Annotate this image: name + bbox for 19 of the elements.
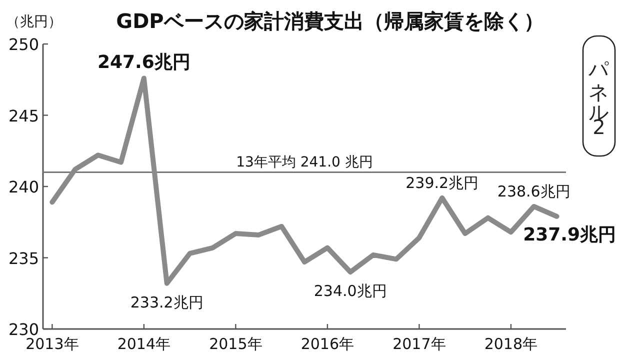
y-tick-label: 240 (8, 178, 39, 196)
annotation: 239.2兆円 (406, 174, 479, 192)
x-tick-label: 2018年 (484, 335, 538, 353)
annotation: 233.2兆円 (130, 293, 204, 312)
annotation: 238.6兆円 (497, 182, 570, 200)
x-tick-label: 2016年 (300, 335, 354, 353)
text: パネル2 (587, 46, 611, 139)
annotation: 234.0兆円 (314, 282, 387, 300)
annotation: 237.9兆円 (523, 224, 616, 246)
x-tick-label: 2015年 (209, 335, 262, 353)
y-tick-label: 250 (8, 35, 39, 54)
chart-title: GDPベースの家計消費支出（帰属家賃を除く） (116, 9, 544, 33)
y-tick-label: 245 (8, 106, 39, 126)
x-tick-label: 2014年 (117, 335, 171, 353)
x-tick-label: 2017年 (392, 335, 446, 353)
text: （兆円） (6, 14, 62, 30)
annotation: 247.6兆円 (97, 52, 190, 74)
ref-line-label: 13年平均 241.0 兆円 (236, 154, 373, 170)
y-tick-label: 235 (8, 248, 39, 268)
